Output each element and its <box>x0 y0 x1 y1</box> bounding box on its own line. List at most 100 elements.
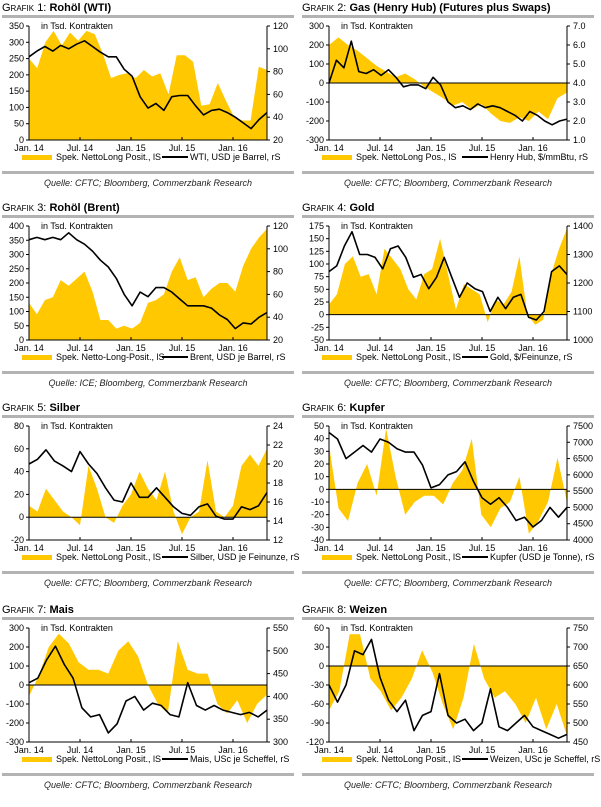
left-tick-label: 350 <box>9 21 24 31</box>
left-tick-label: 50 <box>314 421 324 431</box>
unit-note: in Tsd. Kontrakten <box>41 21 113 31</box>
chart-label: Grafik <box>2 202 35 214</box>
legend-label-area: Spek. NettoLong Posit., lS <box>356 552 461 562</box>
chart-name: Gold <box>349 202 375 214</box>
legend-label-line: Weizen, USc je Scheffel, rS <box>490 754 600 764</box>
area-series-net-long <box>329 37 567 123</box>
right-tick-label: 7000 <box>573 437 593 447</box>
chart-title: Grafik 2: Gas (Henry Hub) (Futures plus … <box>302 2 551 14</box>
area-series-net-long <box>29 448 267 535</box>
right-tick-label: 4000 <box>573 535 593 545</box>
left-tick-label: 0 <box>19 680 24 690</box>
x-tick-label: Jan. 16 <box>218 143 248 153</box>
right-tick-label: 550 <box>573 699 588 709</box>
line-series-price <box>328 40 568 126</box>
right-tick-label: 500 <box>573 718 588 728</box>
legend-swatch-area <box>22 355 52 360</box>
chart-plot-8: -120 -90 -60 -30 0 30 60 450 500 550 600 650 700 750 J… <box>306 623 600 764</box>
x-tick-label: Jan. 16 <box>518 543 548 553</box>
legend-swatch-area <box>22 555 52 560</box>
right-tick-label: 5000 <box>573 502 593 512</box>
legend-rule <box>302 171 594 174</box>
left-tick-label: -30 <box>311 522 324 532</box>
left-tick-label: 0 <box>319 78 324 88</box>
legend-label-line: Brent, USD je Barrel, rS <box>190 352 286 362</box>
left-tick-label: 150 <box>9 86 24 96</box>
x-tick-label: Jan. 14 <box>314 143 344 153</box>
title-rule <box>302 215 594 218</box>
left-tick-label: -100 <box>306 97 324 107</box>
x-tick-label: Jan. 15 <box>116 143 146 153</box>
right-tick-label: 6500 <box>573 454 593 464</box>
left-tick-label: 75 <box>314 272 324 282</box>
x-tick-label: Jan. 14 <box>14 745 44 755</box>
line-series-price <box>28 232 268 330</box>
legend-rule <box>302 371 594 374</box>
x-tick-label: Jan. 15 <box>416 143 446 153</box>
legend-rule <box>302 773 594 776</box>
unit-note: in Tsd. Kontrakten <box>341 21 413 31</box>
left-tick-label: 100 <box>9 102 24 112</box>
right-tick-label: 80 <box>273 67 283 77</box>
chart-plot-4: -50 -25 0 25 50 75 100 125 150 175 1000 1100 1200 130… <box>309 221 593 362</box>
right-tick-label: 7500 <box>573 421 593 431</box>
chart-plot-7: -300 -200 -100 0 100 200 300 300 350 400 450 500 550… <box>6 623 289 764</box>
right-tick-label: 20 <box>273 335 283 345</box>
left-tick-label: 0 <box>319 661 324 671</box>
left-tick-label: 25 <box>314 297 324 307</box>
left-tick-label: -40 <box>311 535 324 545</box>
right-tick-label: 650 <box>573 661 588 671</box>
left-tick-label: -300 <box>306 135 324 145</box>
chart-title: Grafik 1: Rohöl (WTI) <box>2 2 111 14</box>
right-tick-label: 120 <box>273 21 288 31</box>
right-tick-label: 18 <box>273 478 283 488</box>
left-tick-label: 0 <box>319 484 324 494</box>
legend-label-area: Spek. Netto-Long-Posit., lS <box>56 352 165 362</box>
legend-label-area: Spek. NettoLong Posit., lS <box>56 754 161 764</box>
title-rule <box>2 617 294 620</box>
x-tick-label: Jan. 16 <box>218 543 248 553</box>
left-tick-label: -200 <box>306 116 324 126</box>
legend-rule <box>2 773 294 776</box>
left-tick-label: -90 <box>311 718 324 728</box>
unit-note: in Tsd. Kontrakten <box>341 623 413 633</box>
right-tick-label: 120 <box>273 221 288 231</box>
right-tick-label: 350 <box>273 714 288 724</box>
chart-number: 7: <box>37 604 47 616</box>
left-tick-label: 400 <box>9 221 24 231</box>
right-tick-label: 1100 <box>573 307 592 317</box>
left-tick-label: 100 <box>9 307 24 317</box>
x-tick-label: Jan. 16 <box>518 143 548 153</box>
title-rule <box>302 415 594 418</box>
left-tick-label: 0 <box>319 310 324 320</box>
chart-title: Grafik 8: Weizen <box>302 604 387 616</box>
x-tick-label: Jan. 14 <box>314 745 344 755</box>
chart-source: Quelle: CFTC; Bloomberg, Commerzbank Res… <box>343 378 553 388</box>
left-tick-label: -200 <box>6 718 24 728</box>
x-tick-label: Jul. 14 <box>367 143 394 153</box>
chart-source: Quelle: CFTC; Bloomberg, Commerzbank Res… <box>43 178 253 188</box>
right-tick-label: 500 <box>273 646 288 656</box>
right-tick-label: 14 <box>273 516 283 526</box>
right-tick-label: 5500 <box>573 486 593 496</box>
chart-panel-4: Grafik 4: Gold Quelle: CFTC; Bloomberg, … <box>302 200 598 400</box>
legend-swatch-area <box>322 355 352 360</box>
legend-rule <box>2 371 294 374</box>
left-tick-label: 350 <box>9 235 24 245</box>
chart-name: Kupfer <box>349 402 385 414</box>
right-tick-label: 300 <box>273 737 288 747</box>
title-rule <box>2 415 294 418</box>
left-tick-label: 150 <box>9 292 24 302</box>
chart-name: Rohöl (Brent) <box>49 202 120 214</box>
left-tick-label: 30 <box>314 446 324 456</box>
line-series-price <box>328 230 568 321</box>
left-tick-label: -100 <box>6 699 24 709</box>
x-tick-label: Jul. 14 <box>67 543 94 553</box>
chart-panel-3: Grafik 3: Rohöl (Brent) Quelle: ICE; Blo… <box>2 200 298 400</box>
chart-name: Silber <box>49 402 81 414</box>
right-tick-label: 22 <box>273 440 283 450</box>
x-tick-label: Jul. 15 <box>469 143 496 153</box>
legend-label-area: Spek. NettoLong Posit., lS <box>56 152 161 162</box>
x-tick-label: Jul. 14 <box>67 343 94 353</box>
legend-rule <box>2 171 294 174</box>
